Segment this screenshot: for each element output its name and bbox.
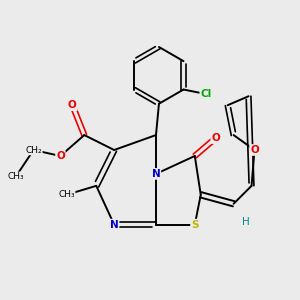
Text: N: N xyxy=(152,169,160,179)
Text: CH₃: CH₃ xyxy=(58,190,75,199)
Text: Cl: Cl xyxy=(200,89,211,99)
Text: O: O xyxy=(211,133,220,143)
Text: CH₃: CH₃ xyxy=(7,172,24,182)
Text: N: N xyxy=(110,220,118,230)
Text: S: S xyxy=(191,220,199,230)
Text: H: H xyxy=(242,217,249,227)
Text: O: O xyxy=(250,145,259,155)
Text: O: O xyxy=(68,100,77,110)
Text: CH₂: CH₂ xyxy=(25,146,42,154)
Text: O: O xyxy=(56,151,65,161)
